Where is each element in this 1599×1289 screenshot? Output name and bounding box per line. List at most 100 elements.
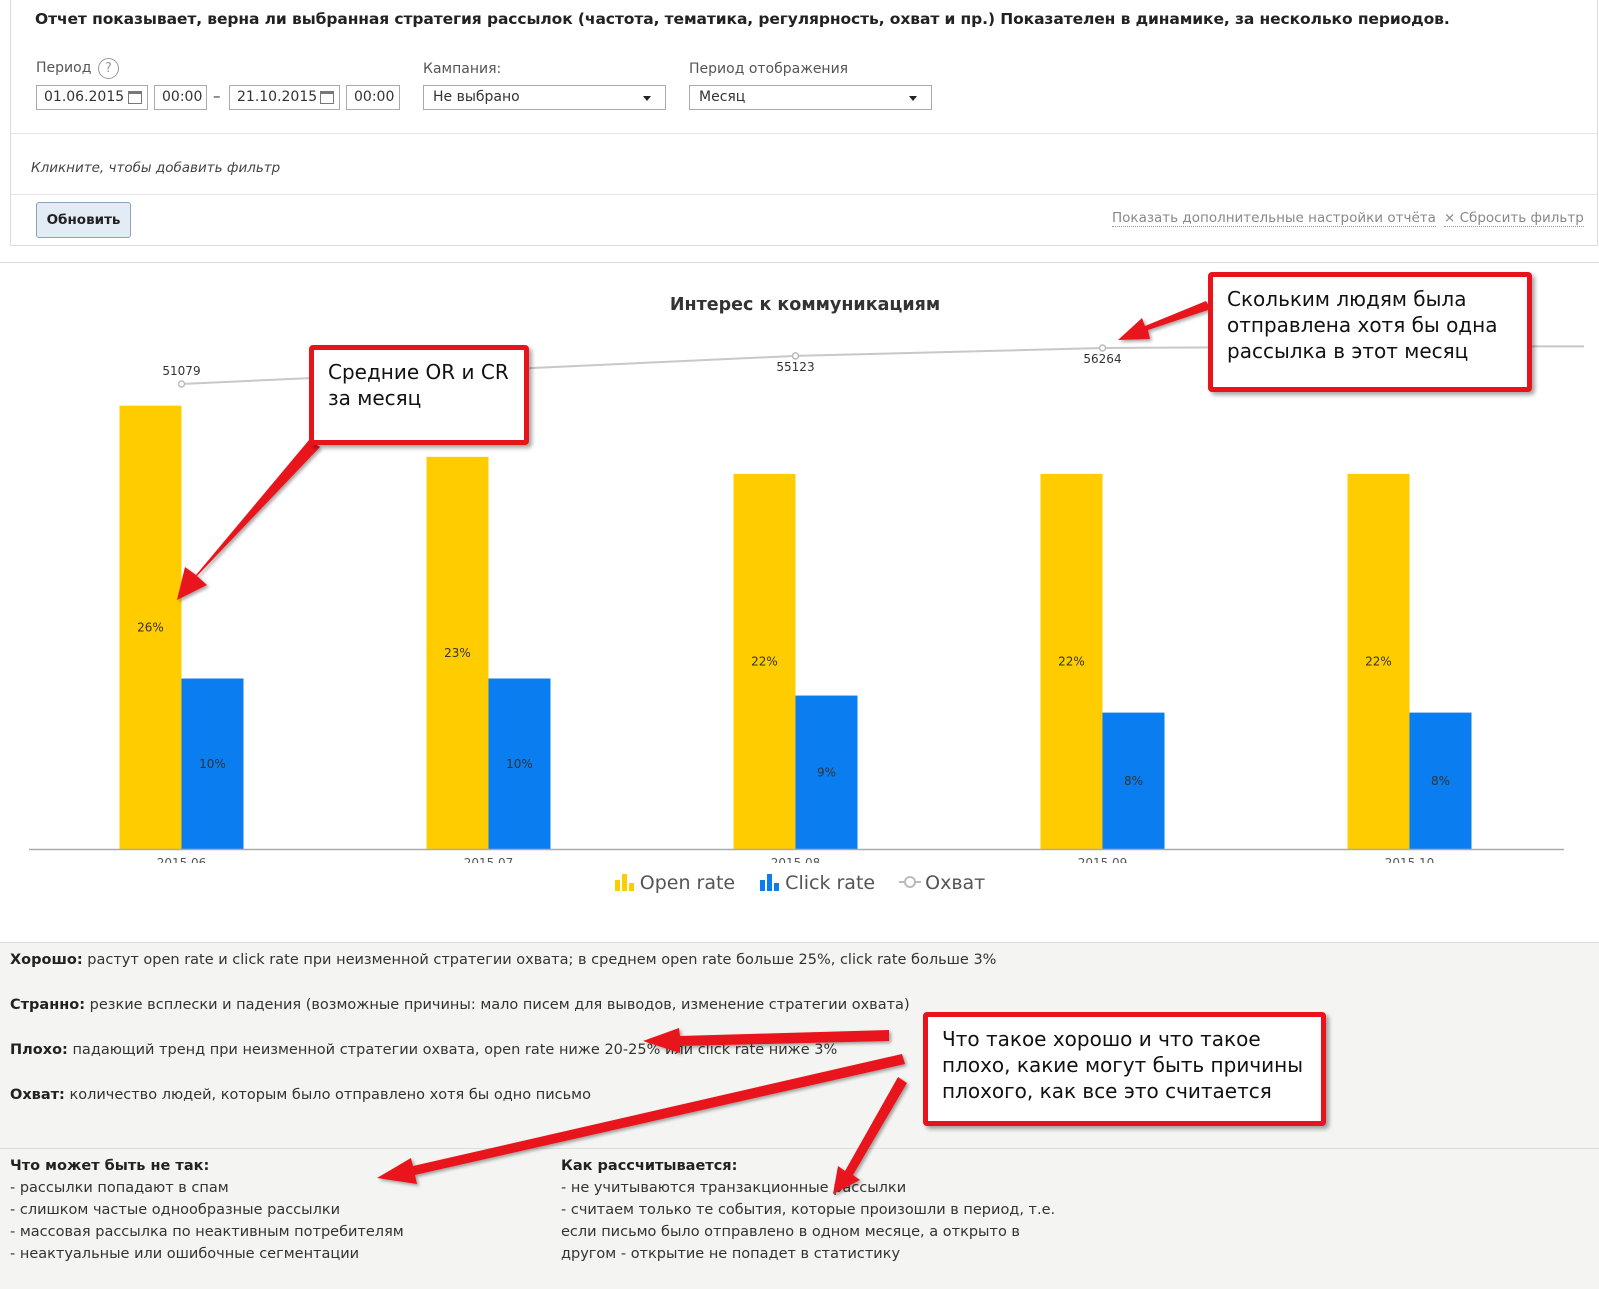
click-rate-label: 9% <box>817 765 836 779</box>
date-from-value: 01.06.2015 <box>44 89 125 105</box>
legend-click-rate[interactable]: Click rate <box>759 871 875 894</box>
legend-reach[interactable]: Охват <box>899 871 985 894</box>
reach-marker <box>1098 344 1107 352</box>
click-rate-bar <box>795 695 858 849</box>
chart-area: Интерес к коммуникациям 26% 10% 2015.06 23%… <box>0 262 1599 942</box>
open-rate-label: 26% <box>137 620 164 634</box>
open-rate-bar <box>119 405 182 849</box>
x-tick-label: 2015.09 <box>1078 856 1128 863</box>
calendar-icon[interactable] <box>320 91 334 104</box>
bar-chart-icon <box>760 874 780 891</box>
calculation-item: - не учитываются транзакционные рассылки <box>561 1180 907 1196</box>
open-rate-label: 22% <box>1365 654 1392 668</box>
add-filter-link[interactable]: Кликните, чтобы добавить фильтр <box>31 160 281 176</box>
divider <box>0 1148 1599 1149</box>
note-good: Хорошо: растут open rate и click rate пр… <box>10 952 996 968</box>
calculation-title: Как рассчитывается: <box>561 1158 738 1174</box>
x-tick-label: 2015.07 <box>464 856 514 863</box>
legend-open-rate-label: Open rate <box>639 872 736 894</box>
click-rate-bar <box>488 678 551 849</box>
open-rate-label: 23% <box>444 646 471 660</box>
note-reach-term: Охват: <box>10 1087 65 1103</box>
display-period-value: Месяц <box>699 89 746 105</box>
note-strange: Странно: резкие всплески и падения (возм… <box>10 997 910 1013</box>
note-bad-term: Плохо: <box>10 1042 68 1058</box>
callout-average-rates: Средние OR и CR за месяц <box>309 345 529 445</box>
chart-svg: 26% 10% 2015.06 23% 10% 2015.07 22% 9% 2015.08 22… <box>29 344 1584 863</box>
click-rate-bar <box>1409 712 1472 849</box>
legend-click-rate-label: Click rate <box>785 872 876 894</box>
campaign-select[interactable]: Не выбрано <box>423 85 666 110</box>
time-to-input[interactable]: 00:00 <box>346 85 400 110</box>
click-rate-label: 10% <box>199 757 226 771</box>
x-tick-label: 2015.06 <box>157 856 207 863</box>
reach-marker <box>791 352 800 360</box>
note-bad-text: падающий тренд при неизменной стратегии … <box>67 1042 838 1058</box>
problems-item: - массовая рассылка по неактивным потреб… <box>10 1224 404 1240</box>
note-strange-term: Странно: <box>10 997 86 1013</box>
line-marker-icon <box>899 876 922 888</box>
legend-open-rate[interactable]: Open rate <box>614 871 735 894</box>
display-period-label: Период отображения <box>689 61 849 77</box>
chart-legend: Open rate Click rate Охват <box>0 871 1599 894</box>
reach-label: 55123 <box>776 360 814 374</box>
chevron-down-icon <box>909 96 917 101</box>
reset-filter-link[interactable]: × Сбросить фильтр <box>1444 210 1584 227</box>
problems-item: - слишком частые однообразные рассылки <box>10 1202 341 1218</box>
display-period-select[interactable]: Месяц <box>689 85 932 110</box>
click-rate-bar <box>1102 712 1165 849</box>
divider <box>11 194 1597 195</box>
time-to-value: 00:00 <box>354 89 395 105</box>
open-rate-label: 22% <box>1058 654 1085 668</box>
chart-title: Интерес к коммуникациям <box>669 295 941 315</box>
note-good-term: Хорошо: <box>10 952 83 968</box>
help-icon[interactable]: ? <box>98 58 119 79</box>
open-rate-bar <box>733 473 796 849</box>
show-settings-link[interactable]: Показать дополнительные настройки отчёта <box>1112 210 1436 227</box>
open-rate-label: 22% <box>751 654 778 668</box>
problems-item: - рассылки попадают в спам <box>10 1180 229 1196</box>
note-bad: Плохо: падающий тренд при неизменной стр… <box>10 1042 837 1058</box>
date-from-input[interactable]: 01.06.2015 <box>36 85 148 110</box>
click-rate-bar <box>181 678 244 849</box>
reach-label: 56264 <box>1083 352 1121 366</box>
time-from-input[interactable]: 00:00 <box>154 85 207 110</box>
calculation-item: если письмо было отправлено в одном меся… <box>561 1224 1020 1240</box>
note-reach: Охват: количество людей, которым было от… <box>10 1087 591 1103</box>
time-from-value: 00:00 <box>162 89 203 105</box>
campaign-value: Не выбрано <box>433 89 520 105</box>
date-to-input[interactable]: 21.10.2015 <box>229 85 340 110</box>
calculation-item: другом - открытие не попадет в статистик… <box>561 1246 901 1262</box>
date-to-value: 21.10.2015 <box>237 89 318 105</box>
click-rate-label: 8% <box>1431 774 1450 788</box>
note-good-text: растут open rate и click rate при неизме… <box>82 952 997 968</box>
click-rate-label: 8% <box>1124 774 1143 788</box>
report-description: Отчет показывает, верна ли выбранная стр… <box>35 10 1450 28</box>
report-settings-panel: Отчет показывает, верна ли выбранная стр… <box>10 0 1598 246</box>
calculation-item: - считаем только те события, которые про… <box>561 1202 1056 1218</box>
callout-reach: Скольким людям была отправлена хотя бы о… <box>1208 272 1532 392</box>
bar-chart-icon <box>614 874 634 891</box>
click-rate-label: 10% <box>506 757 533 771</box>
refresh-button[interactable]: Обновить <box>36 202 131 238</box>
chevron-down-icon <box>643 96 651 101</box>
note-reach-text: количество людей, которым было отправлен… <box>64 1087 591 1103</box>
note-strange-text: резкие всплески и падения (возможные при… <box>85 997 910 1013</box>
legend-reach-label: Охват <box>925 872 986 894</box>
x-tick-label: 2015.08 <box>771 856 821 863</box>
period-label: Период <box>36 60 92 76</box>
range-dash: – <box>213 87 221 105</box>
open-rate-bar <box>1040 473 1103 849</box>
campaign-label: Кампания: <box>423 61 502 77</box>
divider <box>11 133 1597 134</box>
open-rate-bar <box>1347 473 1410 849</box>
calendar-icon[interactable] <box>128 91 142 104</box>
x-tick-label: 2015.10 <box>1385 856 1435 863</box>
problems-item: - неактуальные или ошибочные сегментации <box>10 1246 360 1262</box>
problems-title: Что может быть не так: <box>10 1158 210 1174</box>
reach-marker <box>177 380 186 388</box>
reach-label: 51079 <box>162 364 200 378</box>
notes-panel: Хорошо: растут open rate и click rate пр… <box>0 942 1599 1289</box>
callout-good-bad: Что такое хорошо и что такое плохо, каки… <box>923 1012 1326 1126</box>
open-rate-bar <box>426 456 489 849</box>
